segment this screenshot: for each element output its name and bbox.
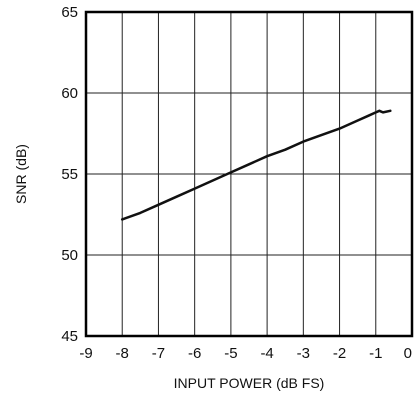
x-tick-label: -3: [297, 345, 310, 362]
x-tick-label: -6: [188, 345, 201, 362]
y-tick-label: 55: [61, 166, 78, 183]
y-tick-label: 65: [61, 4, 78, 21]
data-series: [120, 109, 392, 221]
x-tick-label: -9: [79, 345, 92, 362]
x-tick-label: -2: [333, 345, 346, 362]
y-tick-label: 60: [61, 85, 78, 102]
x-tick-label: -5: [224, 345, 237, 362]
x-tick-label: -8: [116, 345, 129, 362]
plot-frame: [84, 10, 414, 338]
x-axis-label: INPUT POWER (dB FS): [174, 375, 325, 391]
y-axis-label: SNR (dB): [13, 144, 29, 204]
y-tick-labels: 45 50 55 60 65: [61, 4, 78, 345]
x-tick-label: -4: [260, 345, 273, 362]
snr-series-line: [120, 109, 392, 221]
x-tick-label: 0: [404, 345, 412, 362]
y-tick-label: 45: [61, 328, 78, 345]
x-tick-label: -1: [369, 345, 382, 362]
x-tick-label: -7: [152, 345, 165, 362]
y-tick-label: 50: [61, 247, 78, 264]
grid-lines: [86, 12, 412, 336]
x-tick-labels: -9 -8 -7 -6 -5 -4 -3 -2 -1 0: [79, 345, 412, 362]
